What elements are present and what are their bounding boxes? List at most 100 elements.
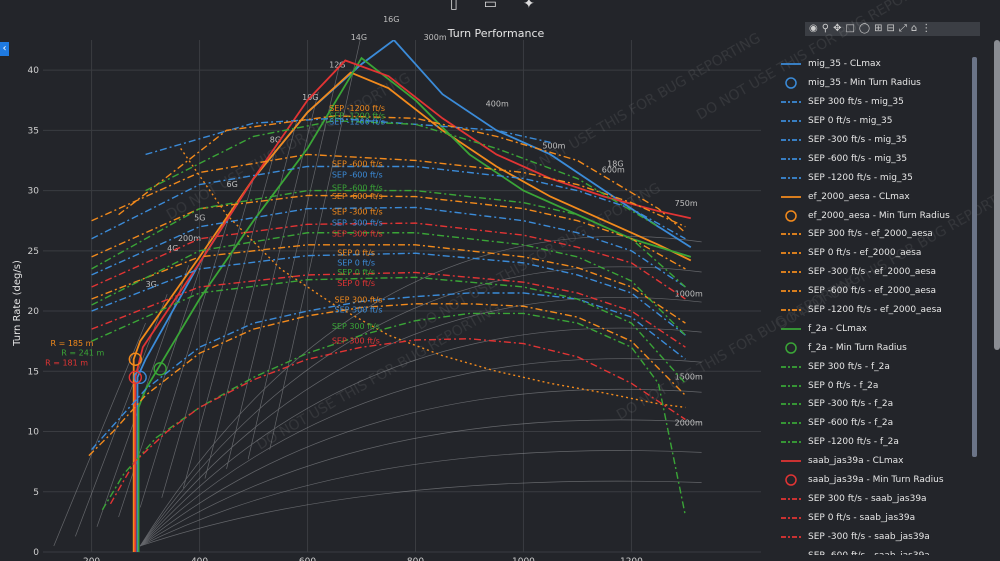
sep-label: SEP -600 ft/s	[332, 170, 383, 179]
legend-item[interactable]: saab_jas39a - Min Turn Radius	[780, 471, 975, 490]
series-line	[109, 338, 686, 505]
legend-item[interactable]: SEP -300 ft/s - mig_35	[780, 131, 975, 150]
square-icon[interactable]: ▭	[483, 0, 497, 12]
y-tick-label: 30	[28, 187, 40, 197]
select-box-icon[interactable]: □	[845, 23, 855, 34]
legend-marker	[785, 77, 797, 90]
series-line	[91, 194, 686, 270]
series-line	[180, 148, 686, 409]
series-line	[88, 303, 686, 457]
zoom-in-icon[interactable]: ⊞	[874, 23, 883, 34]
g-reference-line	[161, 178, 254, 498]
legend-item[interactable]: SEP 0 ft/s - saab_jas39a	[780, 508, 975, 527]
legend-item[interactable]: SEP 0 ft/s - mig_35	[780, 112, 975, 131]
legend-item[interactable]: mig_35 - Min Turn Radius	[780, 74, 975, 93]
line-swatch-icon	[781, 384, 801, 387]
radius-reference-line	[139, 327, 702, 547]
legend-item[interactable]: SEP -1200 ft/s - f_2a	[780, 433, 975, 452]
legend-item[interactable]: f_2a - Min Turn Radius	[780, 338, 975, 357]
legend-item[interactable]: SEP -300 ft/s - saab_jas39a	[780, 527, 975, 546]
radius-reference-line	[139, 419, 702, 547]
lasso-icon[interactable]: ◯	[858, 23, 871, 34]
legend-label: SEP -300 ft/s - saab_jas39a	[808, 531, 930, 542]
legend-item[interactable]: SEP 300 ft/s - mig_35	[780, 93, 975, 112]
y-tick-label: 0	[33, 548, 39, 558]
legend-scrollbar[interactable]	[972, 57, 977, 457]
legend-label: SEP -600 ft/s - mig_35	[808, 153, 908, 164]
legend-item[interactable]: SEP -1200 ft/s - ef_2000_aesa	[780, 301, 975, 320]
legend-item[interactable]: mig_35 - CLmax	[780, 55, 975, 74]
series-line	[91, 189, 686, 288]
legend-label: f_2a - Min Turn Radius	[808, 342, 907, 353]
line-swatch-icon	[781, 290, 801, 293]
legend-label: SEP 300 ft/s - saab_jas39a	[808, 493, 927, 504]
legend-marker	[785, 342, 797, 354]
legend-item[interactable]: SEP -600 ft/s - ef_2000_aesa	[780, 282, 975, 301]
share-icon[interactable]: ✦	[522, 0, 535, 12]
legend-item[interactable]: SEP -600 ft/s - mig_35	[780, 149, 975, 168]
g-reference-line	[247, 62, 341, 460]
sidebar-toggle-button[interactable]: ‹	[0, 42, 9, 56]
x-tick-label: 800	[407, 557, 424, 561]
camera-icon[interactable]: ◉	[809, 23, 818, 34]
line-swatch-icon	[781, 422, 801, 425]
zoom-out-icon[interactable]: ⊟	[886, 23, 895, 34]
legend-label: SEP -600 ft/s - f_2a	[808, 418, 894, 429]
radius-reference-line	[140, 450, 702, 547]
legend-label: ef_2000_aesa - Min Turn Radius	[808, 210, 950, 221]
reference-label: 4G	[167, 244, 178, 253]
pan-icon[interactable]: ✥	[833, 23, 842, 34]
legend-item[interactable]: SEP 0 ft/s - ef_2000_aesa	[780, 244, 975, 263]
legend-item[interactable]: SEP -300 ft/s - ef_2000_aesa	[780, 263, 975, 282]
reference-label: 1000m	[675, 290, 703, 299]
legend-item[interactable]: SEP -300 ft/s - f_2a	[780, 395, 975, 414]
legend-label: SEP -600 ft/s - saab_jas39a	[808, 551, 930, 555]
line-swatch-icon	[781, 309, 801, 311]
autoscale-icon[interactable]: ⤢	[898, 23, 907, 34]
reference-label: 16G	[383, 15, 399, 24]
legend-label: SEP 300 ft/s - mig_35	[808, 97, 904, 108]
line-swatch-icon	[781, 101, 801, 104]
zoom-icon[interactable]: ⚲	[821, 23, 830, 34]
line-swatch-icon	[781, 441, 801, 444]
series-line	[136, 40, 692, 552]
reference-label: 3G	[146, 280, 157, 289]
radius-annotation: R = 241 m	[61, 349, 104, 358]
plotly-logo-icon[interactable]: ⋮	[921, 23, 932, 34]
y-tick-label: 40	[28, 66, 40, 76]
line-swatch-icon	[781, 252, 801, 255]
reference-label: 1500m	[675, 373, 703, 382]
home-icon[interactable]: ⌂	[910, 23, 918, 34]
legend-item[interactable]: SEP 0 ft/s - f_2a	[780, 376, 975, 395]
g-reference-line	[269, 40, 361, 450]
legend-label: SEP 0 ft/s - ef_2000_aesa	[808, 248, 922, 259]
reference-label: 12G	[329, 61, 345, 70]
line-swatch-icon	[781, 233, 801, 236]
legend-label: saab_jas39a - CLmax	[808, 456, 904, 467]
line-swatch-icon	[781, 554, 801, 555]
radius-reference-line	[139, 388, 702, 547]
legend-item[interactable]: SEP 300 ft/s - saab_jas39a	[780, 489, 975, 508]
legend-item[interactable]: SEP 300 ft/s - ef_2000_aesa	[780, 225, 975, 244]
sep-label: SEP 300 ft/s	[332, 322, 380, 331]
legend-item[interactable]: SEP 300 ft/s - f_2a	[780, 357, 975, 376]
reference-label: 750m	[675, 199, 698, 208]
x-tick-label: 1200	[620, 557, 643, 561]
radius-reference-line	[139, 358, 702, 547]
legend-item[interactable]: saab_jas39a - CLmax	[780, 452, 975, 471]
sep-label: SEP -1200 ft/s	[329, 104, 385, 113]
radius-annotation: R = 181 m	[45, 358, 88, 367]
document-icon[interactable]: ▯	[450, 0, 458, 12]
legend-item[interactable]: SEP -600 ft/s - saab_jas39a	[780, 546, 975, 555]
line-swatch-icon	[781, 157, 801, 160]
series-line	[91, 206, 686, 288]
legend-item[interactable]: f_2a - CLmax	[780, 319, 975, 338]
page-scrollbar[interactable]	[994, 40, 1000, 350]
legend-item[interactable]: ef_2000_aesa - Min Turn Radius	[780, 206, 975, 225]
series-line	[91, 232, 686, 336]
legend-item[interactable]: SEP -1200 ft/s - mig_35	[780, 168, 975, 187]
sep-label: SEP -600 ft/s	[332, 159, 383, 168]
legend-item[interactable]: ef_2000_aesa - CLmax	[780, 187, 975, 206]
legend-item[interactable]: SEP -600 ft/s - f_2a	[780, 414, 975, 433]
